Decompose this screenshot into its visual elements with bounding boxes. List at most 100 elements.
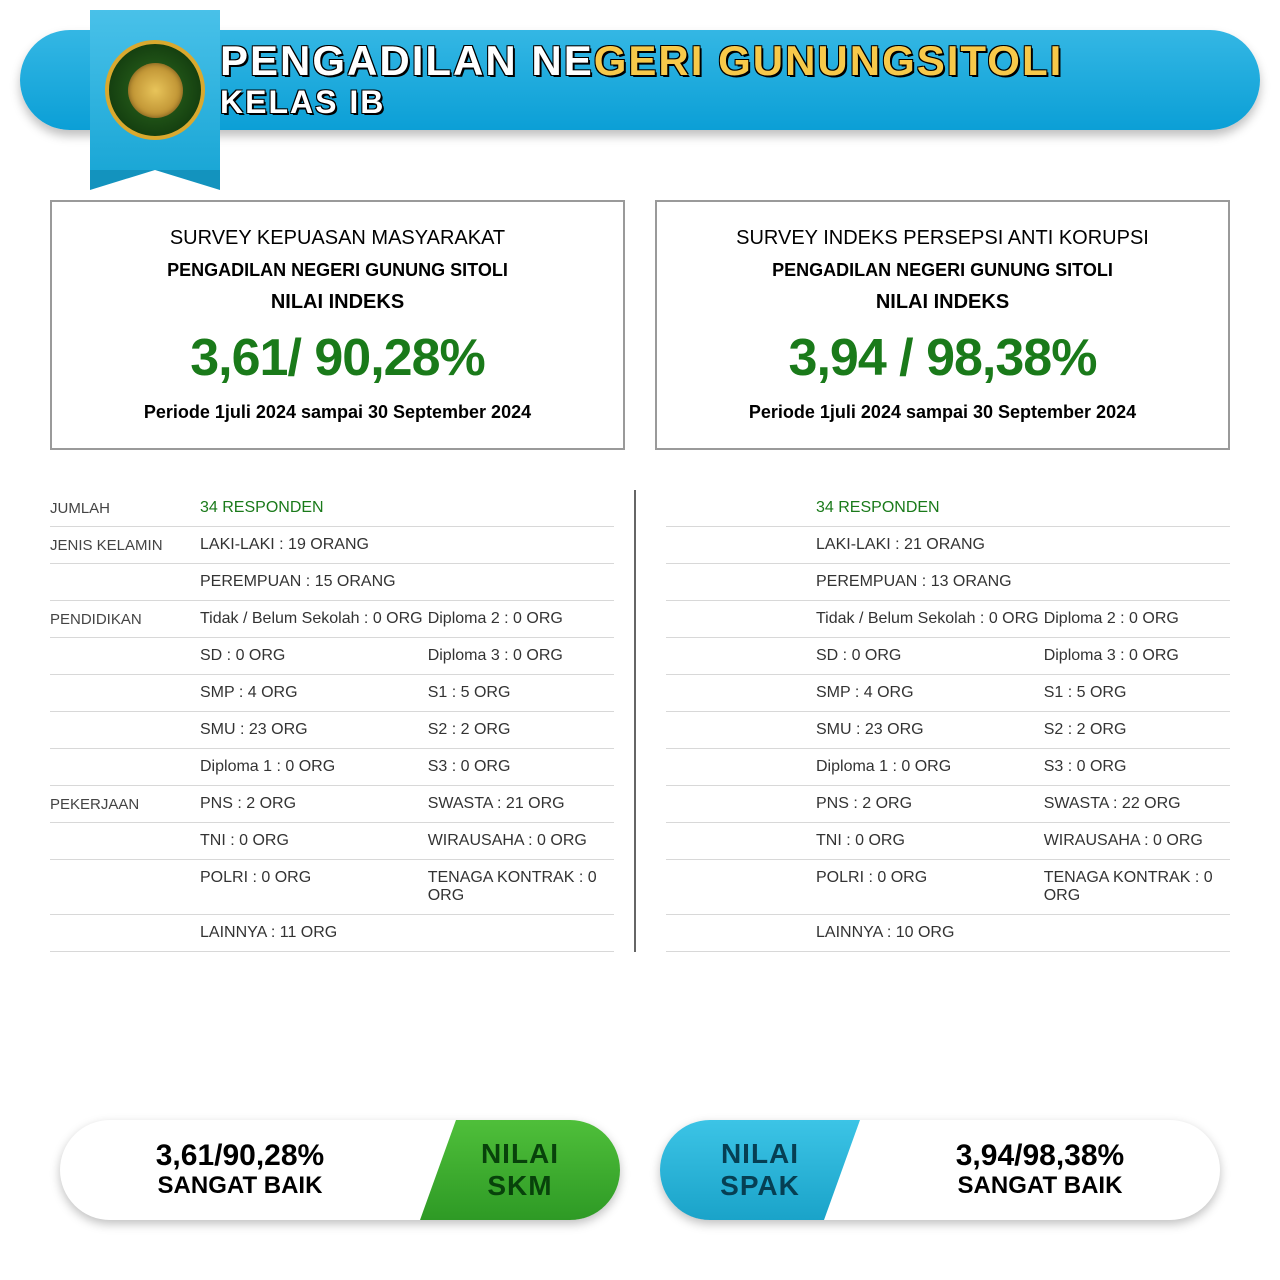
court-seal-icon — [105, 40, 205, 140]
table-row: Diploma 1 : 0 ORGS3 : 0 ORG — [50, 749, 614, 786]
table-row: SMU : 23 ORGS2 : 2 ORG — [50, 712, 614, 749]
badge-spak-tag2: SPAK — [720, 1170, 800, 1202]
card-skm-line3: NILAI INDEKS — [72, 291, 603, 314]
table-row: LAINNYA : 11 ORG — [50, 915, 614, 952]
row-value: LAINNYA : 10 ORG — [816, 924, 1044, 942]
score-cards-row: SURVEY KEPUASAN MASYARAKAT PENGADILAN NE… — [50, 200, 1230, 450]
row-value: WIRAUSAHA : 0 ORG — [428, 832, 614, 850]
card-skm: SURVEY KEPUASAN MASYARAKAT PENGADILAN NE… — [50, 200, 625, 450]
row-value: WIRAUSAHA : 0 ORG — [1044, 832, 1230, 850]
row-value: Diploma 2 : 0 ORG — [1044, 610, 1230, 628]
details-section: JUMLAH34 RESPONDENJENIS KELAMINLAKI-LAKI… — [50, 490, 1230, 952]
row-value — [1044, 536, 1230, 554]
row-label: JUMLAH — [50, 500, 200, 517]
row-value: SMP : 4 ORG — [200, 684, 428, 702]
card-skm-period: Periode 1juli 2024 sampai 30 September 2… — [72, 402, 603, 423]
table-row: Diploma 1 : 0 ORGS3 : 0 ORG — [666, 749, 1230, 786]
table-row: PEREMPUAN : 13 ORANG — [666, 564, 1230, 601]
row-value: SD : 0 ORG — [816, 647, 1044, 665]
row-value: SMU : 23 ORG — [816, 721, 1044, 739]
card-spak: SURVEY INDEKS PERSEPSI ANTI KORUPSI PENG… — [655, 200, 1230, 450]
row-value: S3 : 0 ORG — [1044, 758, 1230, 776]
card-spak-line2: PENGADILAN NEGERI GUNUNG SITOLI — [677, 260, 1208, 281]
row-value: TENAGA KONTRAK : 0 ORG — [428, 869, 614, 905]
row-value — [428, 573, 614, 591]
card-spak-period: Periode 1juli 2024 sampai 30 September 2… — [677, 402, 1208, 423]
table-row: POLRI : 0 ORGTENAGA KONTRAK : 0 ORG — [666, 860, 1230, 915]
title-part2b: GERI GUNUNGSITOLI — [594, 37, 1064, 84]
row-value: LAKI-LAKI : 21 ORANG — [816, 536, 1044, 554]
table-row: PENDIDIKANTidak / Belum Sekolah : 0 ORGD… — [50, 601, 614, 638]
table-row: JENIS KELAMINLAKI-LAKI : 19 ORANG — [50, 527, 614, 564]
badge-spak-score: 3,94/98,38% — [880, 1140, 1200, 1172]
row-value — [428, 924, 614, 942]
row-value: Tidak / Belum Sekolah : 0 ORG — [816, 610, 1044, 628]
table-row: JUMLAH34 RESPONDEN — [50, 490, 614, 527]
banner-subtitle: KELAS IB — [220, 84, 1063, 121]
row-value: SWASTA : 22 ORG — [1044, 795, 1230, 813]
badge-spak-rating: SANGAT BAIK — [880, 1172, 1200, 1200]
badge-skm-tag2: SKM — [487, 1170, 552, 1202]
row-label: PEKERJAAN — [50, 796, 200, 813]
table-row: SMP : 4 ORGS1 : 5 ORG — [50, 675, 614, 712]
row-value: SD : 0 ORG — [200, 647, 428, 665]
row-value: SWASTA : 21 ORG — [428, 795, 614, 813]
badge-skm-rating: SANGAT BAIK — [80, 1172, 400, 1200]
table-row: PEREMPUAN : 15 ORANG — [50, 564, 614, 601]
row-value: S1 : 5 ORG — [428, 684, 614, 702]
row-value: LAKI-LAKI : 19 ORANG — [200, 536, 428, 554]
row-value: 34 RESPONDEN — [200, 499, 428, 517]
row-value — [1044, 499, 1230, 517]
table-row: LAKI-LAKI : 21 ORANG — [666, 527, 1230, 564]
row-value: Diploma 1 : 0 ORG — [200, 758, 428, 776]
table-row: 34 RESPONDEN — [666, 490, 1230, 527]
table-row: TNI : 0 ORGWIRAUSAHA : 0 ORG — [50, 823, 614, 860]
badge-spak-text: 3,94/98,38% SANGAT BAIK — [860, 1140, 1220, 1200]
table-row: POLRI : 0 ORGTENAGA KONTRAK : 0 ORG — [50, 860, 614, 915]
row-value: Diploma 2 : 0 ORG — [428, 610, 614, 628]
row-label: JENIS KELAMIN — [50, 537, 200, 554]
badges-row: 3,61/90,28% SANGAT BAIK NILAI SKM NILAI … — [60, 1120, 1220, 1220]
row-value: S1 : 5 ORG — [1044, 684, 1230, 702]
row-value: S2 : 2 ORG — [1044, 721, 1230, 739]
card-spak-line1: SURVEY INDEKS PERSEPSI ANTI KORUPSI — [677, 227, 1208, 250]
banner-text: PENGADILAN NEGERI GUNUNGSITOLI KELAS IB — [220, 39, 1063, 120]
badge-skm-score: 3,61/90,28% — [80, 1140, 400, 1172]
row-value: S3 : 0 ORG — [428, 758, 614, 776]
row-value — [428, 499, 614, 517]
card-skm-line1: SURVEY KEPUASAN MASYARAKAT — [72, 227, 603, 250]
row-value — [1044, 924, 1230, 942]
row-value: PNS : 2 ORG — [816, 795, 1044, 813]
row-value — [428, 536, 614, 554]
row-value: Diploma 1 : 0 ORG — [816, 758, 1044, 776]
row-value: SMU : 23 ORG — [200, 721, 428, 739]
row-value: 34 RESPONDEN — [816, 499, 1044, 517]
badge-skm-tag: NILAI SKM — [420, 1120, 620, 1220]
row-label: PENDIDIKAN — [50, 611, 200, 628]
row-value: PNS : 2 ORG — [200, 795, 428, 813]
table-row: PNS : 2 ORGSWASTA : 22 ORG — [666, 786, 1230, 823]
table-row: SD : 0 ORGDiploma 3 : 0 ORG — [50, 638, 614, 675]
table-row: TNI : 0 ORGWIRAUSAHA : 0 ORG — [666, 823, 1230, 860]
row-value: Diploma 3 : 0 ORG — [1044, 647, 1230, 665]
table-row: SD : 0 ORGDiploma 3 : 0 ORG — [666, 638, 1230, 675]
row-value: POLRI : 0 ORG — [200, 869, 428, 905]
title-part1: PENGADILAN — [220, 37, 531, 84]
row-value: POLRI : 0 ORG — [816, 869, 1044, 905]
table-row: SMP : 4 ORGS1 : 5 ORG — [666, 675, 1230, 712]
details-right: 34 RESPONDEN LAKI-LAKI : 21 ORANG PEREMPUA… — [634, 490, 1230, 952]
card-skm-score: 3,61/ 90,28% — [72, 328, 603, 388]
row-value: TENAGA KONTRAK : 0 ORG — [1044, 869, 1230, 905]
card-skm-line2: PENGADILAN NEGERI GUNUNG SITOLI — [72, 260, 603, 281]
row-value: SMP : 4 ORG — [816, 684, 1044, 702]
badge-skm-text: 3,61/90,28% SANGAT BAIK — [60, 1140, 420, 1200]
details-left: JUMLAH34 RESPONDENJENIS KELAMINLAKI-LAKI… — [50, 490, 634, 952]
row-value: PEREMPUAN : 15 ORANG — [200, 573, 428, 591]
title-part2a: NE — [531, 37, 593, 84]
row-value: TNI : 0 ORG — [200, 832, 428, 850]
row-value: S2 : 2 ORG — [428, 721, 614, 739]
ribbon — [90, 10, 220, 170]
badge-spak-tag1: NILAI — [721, 1138, 799, 1170]
table-row: Tidak / Belum Sekolah : 0 ORGDiploma 2 :… — [666, 601, 1230, 638]
row-value: Diploma 3 : 0 ORG — [428, 647, 614, 665]
